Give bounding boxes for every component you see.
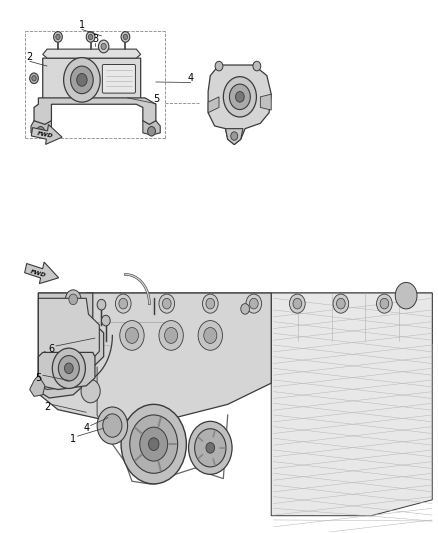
Circle shape	[148, 438, 159, 450]
Circle shape	[290, 294, 305, 313]
Polygon shape	[86, 293, 432, 375]
Polygon shape	[43, 58, 141, 102]
Text: 3: 3	[92, 34, 98, 44]
Circle shape	[101, 43, 106, 50]
Circle shape	[250, 298, 258, 309]
Circle shape	[159, 294, 175, 313]
Circle shape	[194, 429, 226, 467]
Polygon shape	[31, 120, 51, 135]
Circle shape	[64, 363, 73, 374]
Circle shape	[120, 320, 144, 350]
Circle shape	[140, 427, 168, 461]
Text: 4: 4	[187, 73, 194, 83]
Circle shape	[253, 61, 261, 71]
Polygon shape	[43, 49, 141, 58]
Polygon shape	[143, 120, 160, 135]
Circle shape	[159, 320, 184, 350]
Circle shape	[69, 304, 78, 314]
Circle shape	[58, 356, 79, 381]
Polygon shape	[25, 262, 59, 284]
Circle shape	[116, 294, 131, 313]
Circle shape	[148, 126, 155, 136]
Circle shape	[81, 379, 100, 403]
Circle shape	[333, 294, 349, 313]
Polygon shape	[39, 293, 271, 420]
Circle shape	[49, 306, 58, 317]
Circle shape	[198, 320, 223, 350]
Circle shape	[123, 34, 127, 39]
Circle shape	[71, 66, 93, 94]
Circle shape	[223, 77, 256, 117]
Circle shape	[204, 327, 217, 343]
Circle shape	[32, 76, 36, 81]
Text: 1: 1	[70, 434, 76, 444]
Circle shape	[215, 61, 223, 71]
Polygon shape	[39, 293, 104, 398]
Polygon shape	[226, 128, 243, 144]
Circle shape	[53, 31, 62, 42]
Circle shape	[395, 282, 417, 309]
Circle shape	[121, 405, 186, 484]
Polygon shape	[30, 375, 45, 397]
Circle shape	[65, 290, 81, 309]
Circle shape	[246, 294, 261, 313]
Circle shape	[37, 126, 45, 136]
Circle shape	[77, 74, 87, 86]
Polygon shape	[34, 98, 156, 124]
Polygon shape	[32, 125, 62, 144]
Circle shape	[69, 294, 78, 305]
Circle shape	[119, 298, 127, 309]
Circle shape	[188, 421, 232, 474]
Circle shape	[56, 34, 60, 39]
Circle shape	[241, 304, 250, 314]
Circle shape	[52, 348, 85, 389]
Text: FWD: FWD	[36, 131, 53, 139]
Circle shape	[102, 316, 110, 326]
Circle shape	[236, 92, 244, 102]
Polygon shape	[39, 352, 95, 390]
Circle shape	[97, 300, 106, 310]
Text: 5: 5	[153, 94, 159, 104]
Text: 4: 4	[83, 423, 89, 433]
Circle shape	[336, 298, 345, 309]
FancyBboxPatch shape	[102, 64, 135, 93]
Circle shape	[380, 298, 389, 309]
Circle shape	[97, 407, 127, 444]
Circle shape	[377, 294, 392, 313]
Text: 5: 5	[35, 373, 42, 383]
Circle shape	[88, 34, 93, 39]
Circle shape	[99, 40, 109, 53]
Circle shape	[293, 298, 302, 309]
Circle shape	[130, 415, 178, 473]
Circle shape	[165, 327, 178, 343]
Polygon shape	[39, 298, 99, 390]
Circle shape	[64, 58, 100, 102]
Text: 6: 6	[48, 344, 54, 354]
Circle shape	[30, 73, 39, 84]
Circle shape	[231, 132, 238, 140]
Circle shape	[84, 343, 93, 354]
Circle shape	[121, 31, 130, 42]
Circle shape	[125, 327, 138, 343]
Circle shape	[206, 298, 215, 309]
Circle shape	[206, 442, 215, 453]
Circle shape	[86, 31, 95, 42]
Circle shape	[202, 294, 218, 313]
Polygon shape	[260, 94, 271, 110]
Text: 2: 2	[44, 402, 50, 412]
Polygon shape	[208, 97, 219, 113]
Circle shape	[43, 346, 51, 357]
Text: 1: 1	[79, 20, 85, 30]
Circle shape	[230, 84, 251, 110]
Text: 2: 2	[27, 52, 33, 62]
Polygon shape	[208, 65, 271, 144]
Circle shape	[162, 298, 171, 309]
Polygon shape	[271, 293, 432, 516]
Circle shape	[103, 414, 122, 437]
Text: FWD: FWD	[30, 269, 47, 278]
